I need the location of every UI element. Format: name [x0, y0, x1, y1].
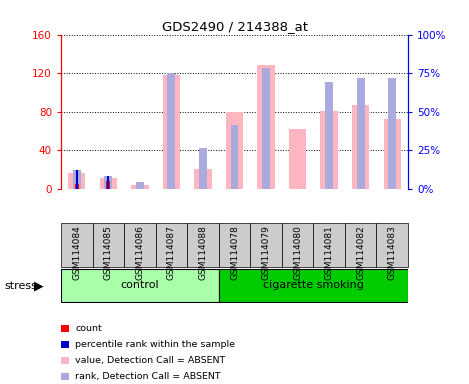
Text: value, Detection Call = ABSENT: value, Detection Call = ABSENT: [75, 356, 225, 365]
Text: GSM114083: GSM114083: [388, 225, 397, 280]
Bar: [105, 176, 112, 189]
Text: GSM114084: GSM114084: [72, 225, 81, 280]
Text: ▶: ▶: [34, 280, 44, 293]
Text: GSM114085: GSM114085: [104, 225, 113, 280]
Text: GSM114086: GSM114086: [136, 225, 144, 280]
Bar: [106, 181, 110, 189]
Bar: [107, 176, 109, 189]
Text: percentile rank within the sample: percentile rank within the sample: [75, 340, 235, 349]
Bar: [76, 170, 78, 189]
FancyBboxPatch shape: [282, 223, 313, 267]
Text: stress: stress: [5, 281, 38, 291]
Text: GSM114082: GSM114082: [356, 225, 365, 280]
Bar: [384, 119, 401, 189]
FancyBboxPatch shape: [187, 223, 219, 267]
Text: count: count: [75, 324, 102, 333]
Bar: [289, 129, 306, 189]
FancyBboxPatch shape: [219, 269, 408, 301]
Text: control: control: [121, 280, 159, 290]
FancyBboxPatch shape: [124, 223, 156, 267]
Bar: [73, 170, 81, 189]
Bar: [231, 126, 238, 189]
FancyBboxPatch shape: [61, 269, 219, 301]
FancyBboxPatch shape: [92, 223, 124, 267]
Text: cigarette smoking: cigarette smoking: [263, 280, 364, 290]
Bar: [262, 68, 270, 189]
Text: GSM114087: GSM114087: [167, 225, 176, 280]
Text: GSM114080: GSM114080: [293, 225, 302, 280]
Bar: [320, 111, 338, 189]
Bar: [357, 78, 364, 189]
Bar: [388, 78, 396, 189]
Bar: [75, 184, 79, 189]
Bar: [136, 182, 144, 189]
Bar: [99, 178, 117, 189]
Bar: [199, 149, 207, 189]
Bar: [325, 82, 333, 189]
FancyBboxPatch shape: [345, 223, 377, 267]
FancyBboxPatch shape: [313, 223, 345, 267]
FancyBboxPatch shape: [61, 223, 92, 267]
Bar: [194, 169, 212, 189]
Text: GSM114081: GSM114081: [325, 225, 333, 280]
FancyBboxPatch shape: [250, 223, 282, 267]
Bar: [167, 73, 175, 189]
Bar: [257, 65, 275, 189]
Bar: [163, 75, 180, 189]
Text: rank, Detection Call = ABSENT: rank, Detection Call = ABSENT: [75, 372, 221, 381]
FancyBboxPatch shape: [156, 223, 187, 267]
Text: GSM114088: GSM114088: [198, 225, 207, 280]
FancyBboxPatch shape: [377, 223, 408, 267]
Bar: [131, 185, 149, 189]
Text: GSM114079: GSM114079: [262, 225, 271, 280]
Title: GDS2490 / 214388_at: GDS2490 / 214388_at: [161, 20, 308, 33]
Bar: [226, 113, 243, 189]
FancyBboxPatch shape: [219, 223, 250, 267]
Bar: [68, 173, 85, 189]
Text: GSM114078: GSM114078: [230, 225, 239, 280]
Bar: [352, 105, 370, 189]
